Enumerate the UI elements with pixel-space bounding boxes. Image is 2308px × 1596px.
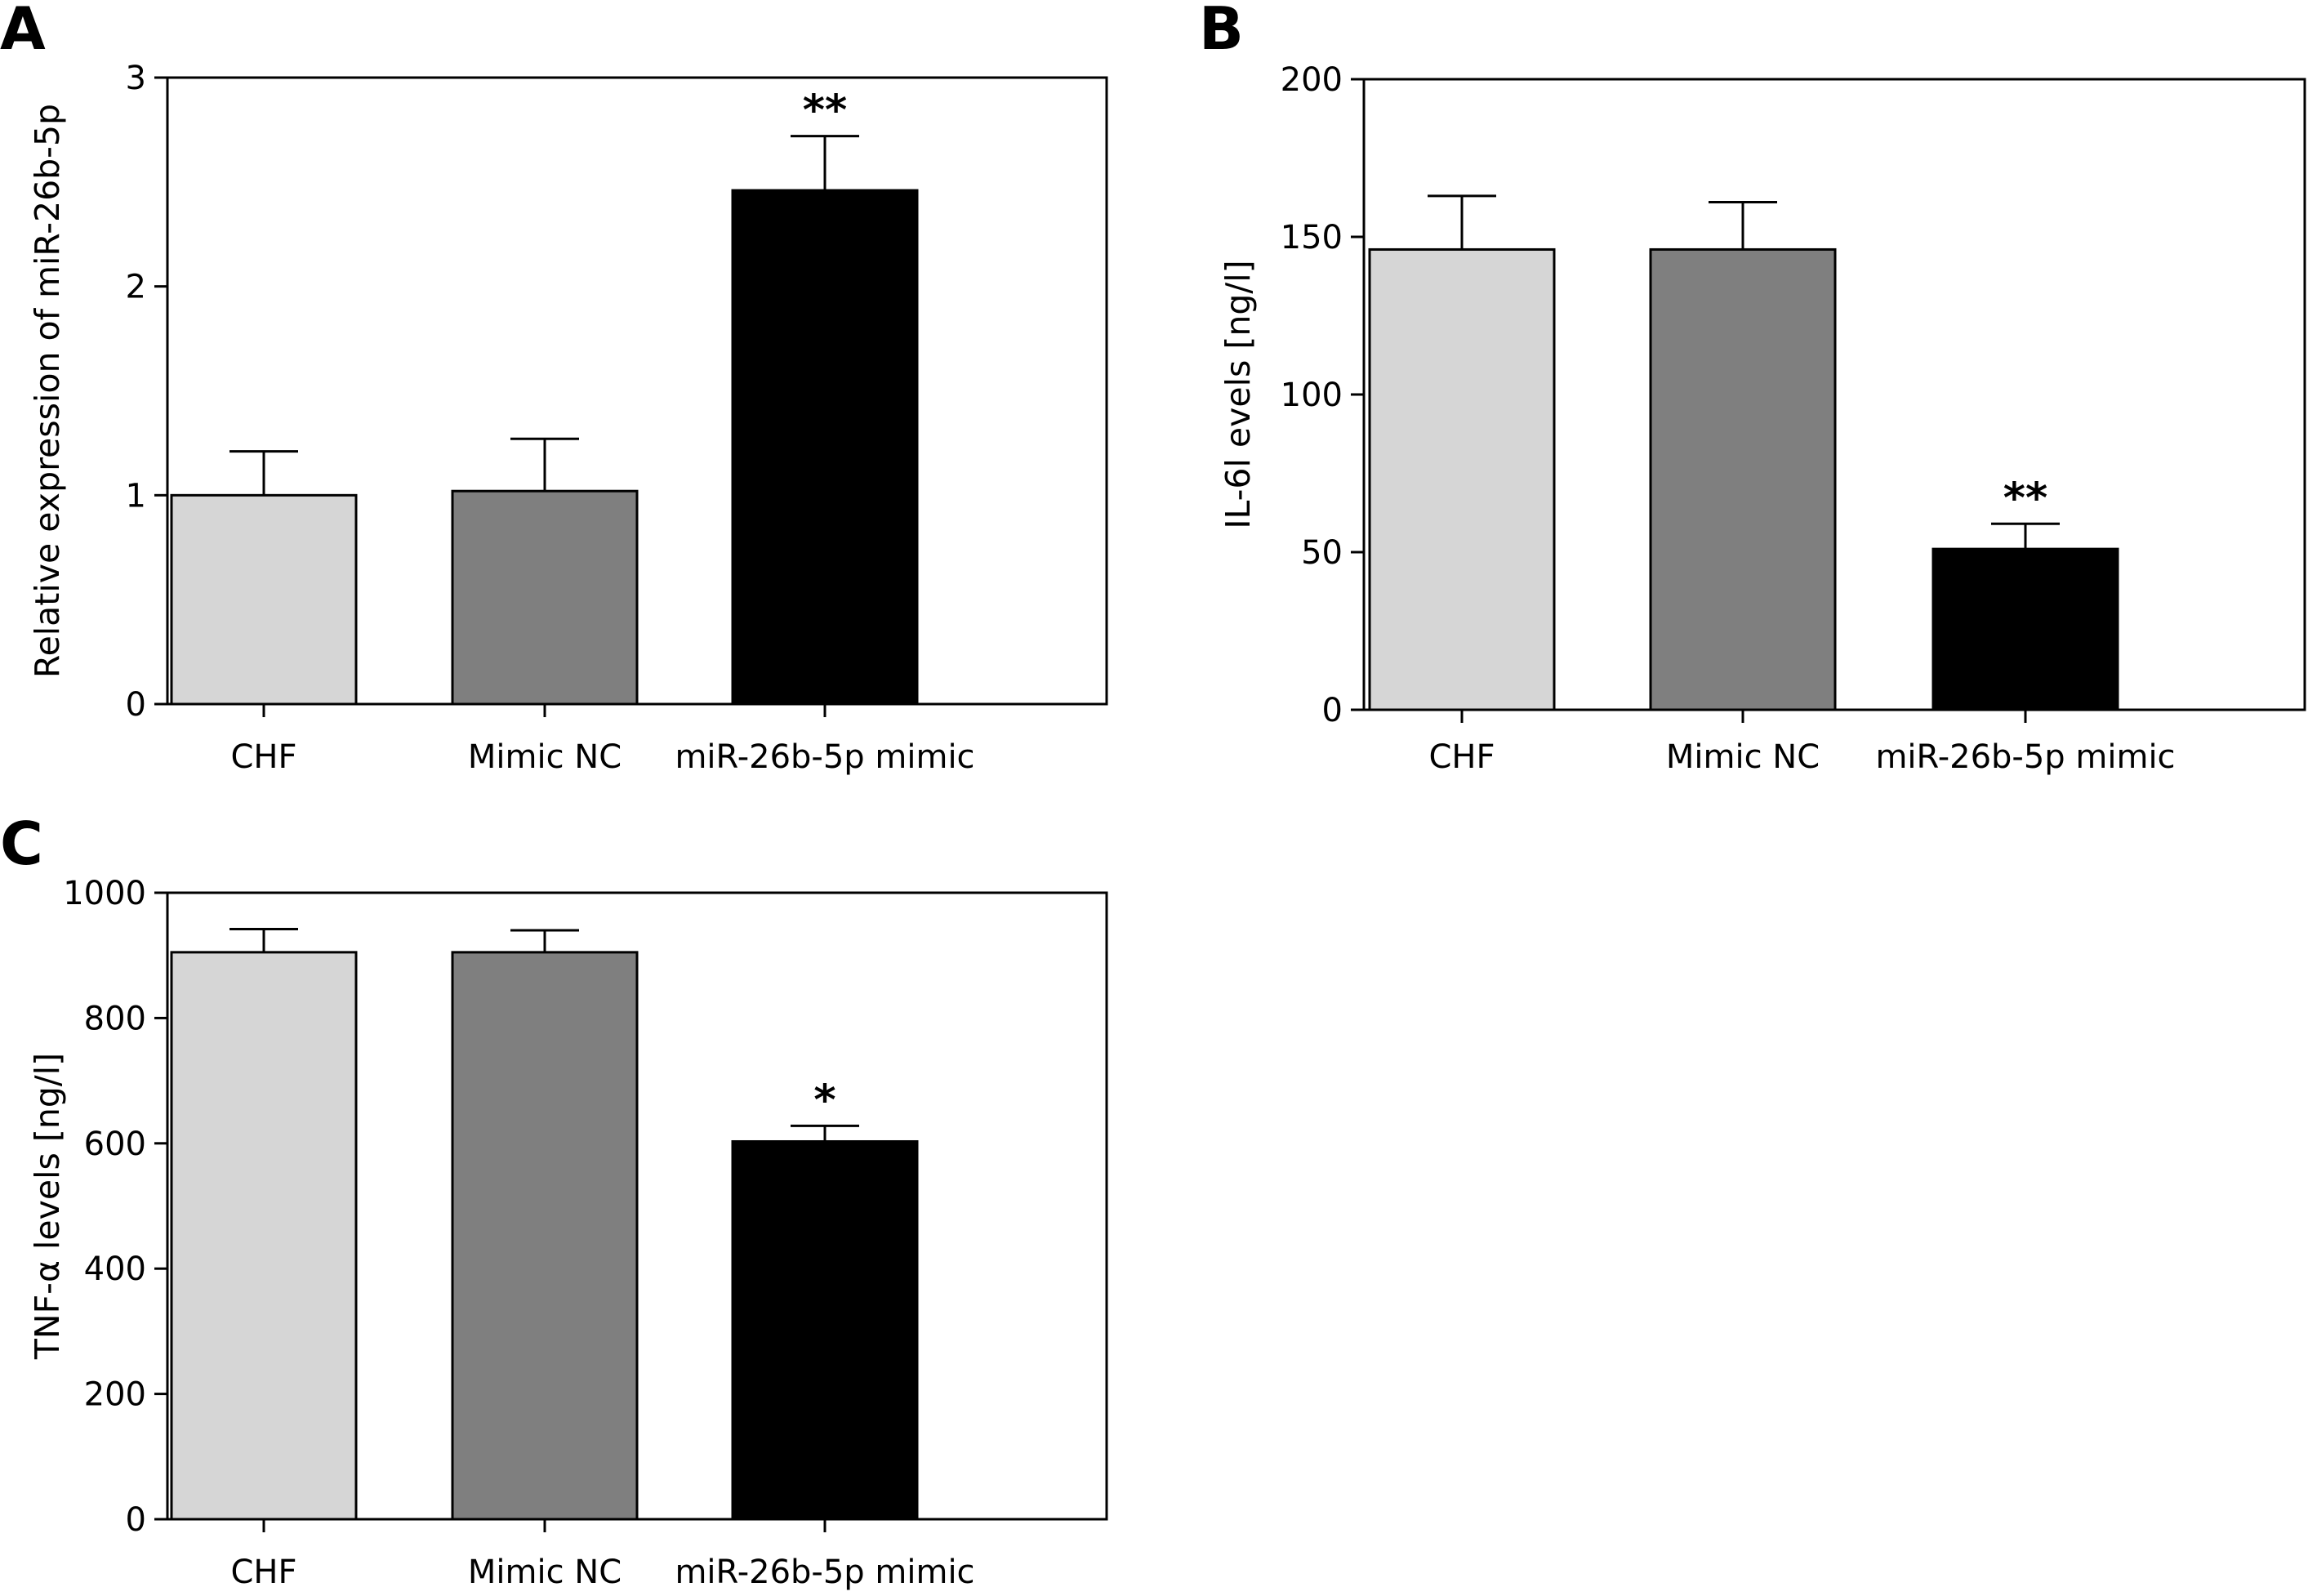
panel-letter: C xyxy=(0,809,43,878)
bar xyxy=(1368,247,1556,711)
y-axis-label: IL-6l evels [ng/l] xyxy=(1219,260,1258,528)
x-tick-label: miR-26b-5p mimic xyxy=(675,1554,974,1591)
chart-panel-a: A 0 1 2 3 Relative expression of miR-26b-5p CH… xyxy=(0,0,1108,776)
y-tick-label: 400 xyxy=(84,1250,146,1288)
x-tick-label: CHF xyxy=(1428,738,1495,776)
y-tick-label: 0 xyxy=(126,686,146,724)
x-tick-label: Mimic NC xyxy=(468,738,622,776)
panel-letter: A xyxy=(0,0,46,63)
bar xyxy=(1649,247,1837,711)
y-tick-label: 800 xyxy=(84,1000,146,1037)
x-tick-label: miR-26b-5p mimic xyxy=(1875,738,2175,776)
y-tick-label: 600 xyxy=(84,1126,146,1163)
x-tick-label: Mimic NC xyxy=(468,1554,622,1591)
y-tick-label: 1000 xyxy=(63,875,146,912)
bar xyxy=(170,951,358,1521)
y-axis-label: TNF-α levels [ng/l] xyxy=(28,1053,67,1360)
y-axis-label: Relative expression of miR-26b-5p xyxy=(28,104,67,678)
x-tick-label: CHF xyxy=(230,1554,296,1591)
significance-mark: * xyxy=(813,1076,835,1125)
bar xyxy=(170,493,358,706)
bar xyxy=(731,189,919,706)
y-tick-label: 3 xyxy=(126,60,146,97)
chart-panel-b: B 0 50 100 150 200 IL-6l evels [ng/l] CHF Mimic … xyxy=(1199,0,2306,776)
y-tick-label: 1 xyxy=(126,477,146,515)
bar xyxy=(451,951,639,1521)
bar xyxy=(451,489,639,706)
x-tick-label: Mimic NC xyxy=(1666,738,1820,776)
y-tick-label: 200 xyxy=(84,1376,146,1414)
bar xyxy=(731,1139,919,1521)
y-tick-label: 100 xyxy=(1281,377,1343,414)
x-tick-label: miR-26b-5p mimic xyxy=(675,738,974,776)
significance-mark: ** xyxy=(803,87,847,136)
x-tick-label: CHF xyxy=(230,738,296,776)
significance-mark: ** xyxy=(2003,474,2047,523)
y-tick-label: 50 xyxy=(1301,534,1343,572)
y-tick-label: 2 xyxy=(126,269,146,306)
y-tick-label: 0 xyxy=(126,1501,146,1539)
panel-letter: B xyxy=(1199,0,1244,63)
y-tick-label: 200 xyxy=(1281,61,1343,99)
y-tick-label: 0 xyxy=(1322,692,1343,729)
y-tick-label: 150 xyxy=(1281,219,1343,256)
chart-panel-c: C 0 200 400 600 800 1000 TNF-α levels [ng/l] CHF… xyxy=(0,809,1108,1591)
bar xyxy=(1932,547,2119,711)
